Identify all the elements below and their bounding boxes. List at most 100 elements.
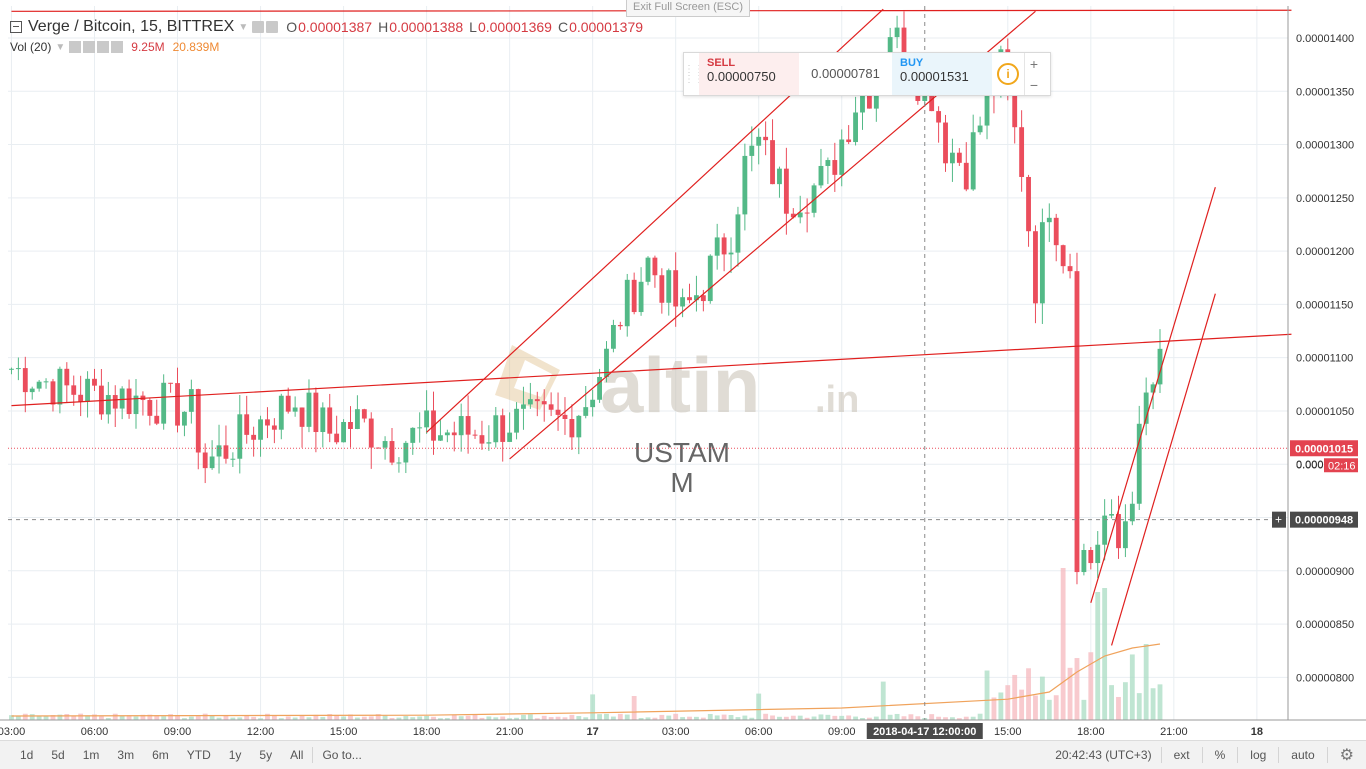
divider <box>312 747 314 763</box>
divider <box>1237 747 1239 763</box>
volume-bar <box>659 714 665 720</box>
candle-body <box>9 368 14 370</box>
candle-body <box>894 27 900 38</box>
volume-bar <box>832 715 838 720</box>
chevron-down-icon[interactable]: ▼ <box>55 41 66 53</box>
volume-bar <box>320 716 326 720</box>
candle-body <box>458 416 464 436</box>
current-price-label: 0.00001015 <box>1295 443 1353 455</box>
gear-icon[interactable]: ⚙ <box>1339 747 1354 764</box>
volume-bar <box>105 718 111 720</box>
candle-body <box>154 415 160 424</box>
volume-bar <box>161 716 167 720</box>
plus-icon[interactable]: + <box>1029 55 1039 72</box>
volume-bar <box>541 715 547 720</box>
divider <box>1278 747 1280 763</box>
crosshair-plus-icon <box>1272 511 1286 528</box>
minus-icon[interactable]: − <box>1029 76 1039 93</box>
volume-bar <box>451 714 457 720</box>
goto-button[interactable]: Go to... <box>322 748 362 762</box>
volume-bar <box>438 718 443 720</box>
volume-bar <box>1088 652 1094 720</box>
percent-toggle[interactable]: % <box>1214 748 1226 762</box>
candle-body <box>604 348 609 377</box>
candle-body <box>541 401 547 405</box>
candle-body <box>486 442 492 444</box>
volume-bar <box>140 714 146 720</box>
range-ytd[interactable]: YTD <box>186 748 211 762</box>
log-toggle[interactable]: log <box>1250 748 1267 762</box>
volume-bar <box>1129 654 1135 720</box>
price-tick-label: 0.00001350 <box>1296 86 1354 98</box>
crosshair-price-label: 0.00000948 <box>1295 515 1353 527</box>
price-scale[interactable]: 0.000008000.000008500.000009000.00000950… <box>1272 6 1358 720</box>
volume-bar <box>1136 693 1142 720</box>
candle-body <box>188 389 194 412</box>
settings-icon[interactable] <box>252 21 265 33</box>
volume-bar <box>1122 682 1128 720</box>
candle-body <box>804 212 810 214</box>
price-tick-label: 0.00000900 <box>1296 566 1354 578</box>
volume-bar <box>1019 689 1025 720</box>
volume-bar <box>368 716 374 720</box>
candle-body <box>195 389 201 453</box>
watermark-logo-icon <box>495 345 560 410</box>
bottom-right-controls: 20:42:43 (UTC+3) ext % log auto ⚙ <box>1046 741 1366 769</box>
candle-body <box>597 376 602 400</box>
candle-body <box>1081 550 1087 573</box>
volume-bar <box>465 715 471 720</box>
exit-full-screen-button[interactable]: Exit Full Screen (ESC) <box>626 0 750 17</box>
volume-bar <box>431 716 436 720</box>
buy-button[interactable]: BUY 0.00001531 <box>892 53 992 95</box>
add-icon[interactable] <box>97 41 110 53</box>
time-tick-label: 03:00 <box>662 726 690 738</box>
range-1y[interactable]: 1y <box>228 748 242 762</box>
volume-bar <box>258 718 263 720</box>
chart-svg[interactable]: altin .in USTAM M 0.00000800 0.00000850 0.… <box>0 0 1366 740</box>
volume-label[interactable]: Vol (20) <box>10 40 52 54</box>
candle-body <box>202 452 208 469</box>
volume-layer <box>9 568 1163 720</box>
time-scale[interactable]: 03:00 06:00 09:00 12:00 15:00 18:00 21:00 17 03:… <box>0 719 1366 739</box>
auto-toggle[interactable]: auto <box>1291 748 1315 762</box>
candle-body <box>763 136 769 141</box>
volume-bar <box>597 714 602 720</box>
volume-bar <box>714 715 720 720</box>
visibility-icon[interactable] <box>69 41 82 53</box>
candle-body <box>645 257 651 282</box>
candle-body <box>562 414 568 419</box>
ext-toggle[interactable]: ext <box>1173 748 1190 762</box>
price-tick-label: 0.00001300 <box>1296 140 1354 152</box>
volume-bar <box>348 714 353 720</box>
drag-handle-icon[interactable]: ⋮⋮ ⋮⋮ <box>684 64 704 85</box>
range-5d[interactable]: 5d <box>51 748 65 762</box>
range-1m[interactable]: 1m <box>82 748 100 762</box>
range-5y[interactable]: 5y <box>259 748 273 762</box>
volume-bar <box>707 713 713 720</box>
volume-bar <box>638 717 644 720</box>
range-3m[interactable]: 3m <box>117 748 135 762</box>
range-6m[interactable]: 6m <box>152 748 169 762</box>
info-icon: i <box>997 63 1019 85</box>
settings-icon[interactable] <box>83 41 96 53</box>
sell-button[interactable]: SELL 0.00000750 <box>699 53 799 95</box>
close-icon[interactable] <box>111 41 124 53</box>
candle-body <box>832 160 838 175</box>
volume-bar <box>818 714 824 720</box>
candle-body <box>71 385 77 395</box>
range-1d[interactable]: 1d <box>20 748 34 762</box>
chevron-down-icon[interactable]: ▼ <box>238 21 249 33</box>
candle-body <box>1122 521 1128 549</box>
remove-icon[interactable] <box>266 21 279 33</box>
symbol-title[interactable]: Verge / Bitcoin, 15, BITTREX <box>28 18 235 35</box>
time-tick-label: 18 <box>1251 726 1263 738</box>
info-button[interactable]: i <box>992 53 1024 95</box>
clock[interactable]: 20:42:43 (UTC+3) <box>1055 748 1152 762</box>
candle-body <box>963 162 969 190</box>
volume-bar <box>631 696 637 720</box>
candle-body <box>777 168 782 185</box>
ohlc-high: H0.00001388 <box>378 19 464 35</box>
collapse-legend-icon[interactable] <box>10 21 22 33</box>
range-all[interactable]: All <box>290 748 304 762</box>
